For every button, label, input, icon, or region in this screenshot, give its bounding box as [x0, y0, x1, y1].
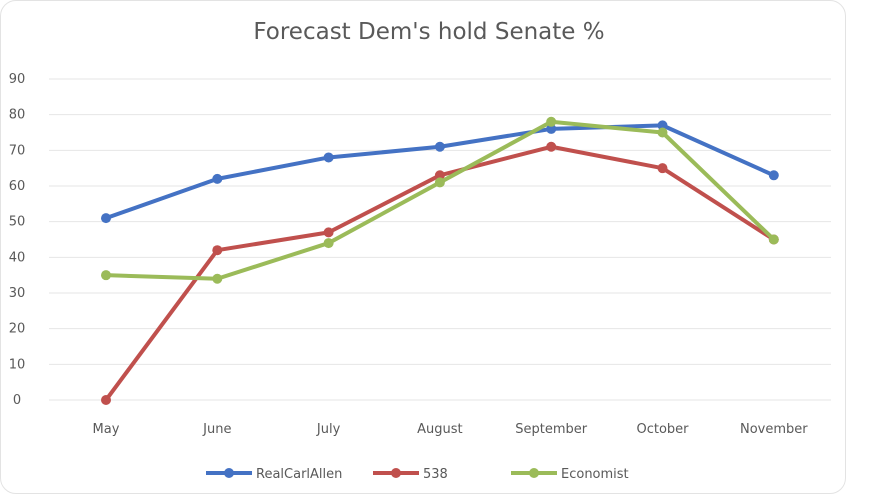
data-point [546, 141, 557, 152]
data-point [657, 120, 668, 131]
chart-title: Forecast Dem's hold Senate % [253, 19, 604, 45]
series-economist [101, 116, 779, 284]
legend-label: 538 [423, 467, 448, 482]
legend-item: RealCarlAllen [206, 467, 342, 482]
data-point [546, 116, 557, 127]
y-tick-label: 40 [9, 250, 26, 265]
legend-swatch-marker [529, 468, 539, 478]
data-point [657, 163, 668, 174]
y-tick-label: 60 [9, 179, 26, 194]
y-tick-label: 30 [9, 286, 26, 301]
x-tick-label: August [417, 422, 463, 437]
x-axis-ticks: May June July August September October Novembe… [93, 422, 809, 437]
y-tick-label: 0 [13, 393, 21, 408]
x-tick-label: October [636, 422, 689, 437]
data-point [212, 245, 223, 256]
data-point [101, 395, 111, 405]
x-tick-label: September [515, 422, 588, 437]
y-tick-label: 80 [9, 108, 26, 123]
legend-label: Economist [561, 467, 629, 482]
series-538 [101, 141, 779, 405]
y-tick-label: 90 [9, 72, 26, 87]
data-point [212, 273, 223, 284]
legend-label: RealCarlAllen [256, 467, 342, 482]
legend: RealCarlAllen 538 Economist [206, 467, 629, 482]
gridlines [49, 78, 831, 401]
legend-swatch-marker [391, 468, 401, 478]
data-point [101, 213, 111, 224]
data-point [546, 123, 557, 134]
data-point [101, 270, 111, 281]
data-point [768, 234, 779, 245]
x-tick-label: November [740, 422, 808, 437]
x-tick-label: June [202, 422, 231, 437]
data-point [323, 227, 334, 238]
y-tick-label: 50 [9, 215, 26, 230]
y-axis-ticks: 0 10 20 30 40 50 60 70 80 90 [9, 72, 26, 408]
y-tick-label: 20 [9, 322, 26, 337]
data-point [323, 152, 334, 163]
legend-item: 538 [373, 467, 448, 482]
data-point [434, 177, 445, 188]
data-point [657, 127, 668, 138]
data-point [212, 173, 223, 184]
series-layer [101, 116, 779, 405]
data-point [323, 238, 334, 249]
y-tick-label: 10 [9, 357, 26, 372]
series-realcarlallen [101, 120, 779, 224]
chart-card: Forecast Dem's hold Senate % 0 10 20 30 40 50… [0, 0, 846, 494]
legend-swatch-marker [224, 468, 234, 478]
data-point [768, 170, 779, 181]
data-point [434, 141, 445, 152]
legend-item: Economist [511, 467, 629, 482]
data-point [434, 170, 445, 181]
x-tick-label: May [93, 422, 120, 437]
line-chart: Forecast Dem's hold Senate % 0 10 20 30 40 50… [9, 19, 831, 482]
y-tick-label: 70 [9, 143, 26, 158]
x-tick-label: July [316, 422, 341, 437]
